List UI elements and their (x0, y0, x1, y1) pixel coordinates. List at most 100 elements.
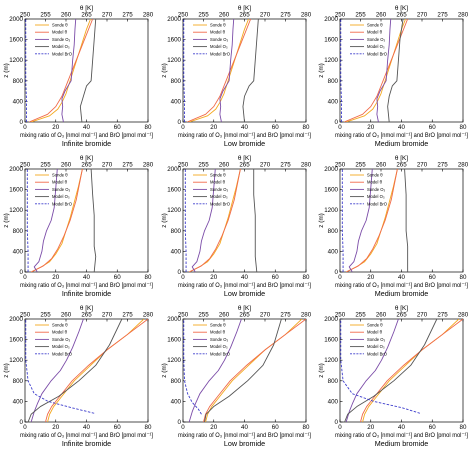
top-x-tick-label: 255 (198, 312, 209, 319)
x-tick-label: 80 (303, 274, 310, 281)
series-line-sonde-o3 (191, 169, 216, 272)
legend-label: Model BrO (210, 201, 231, 206)
series-line-model-bro (25, 19, 27, 122)
plot-frame (182, 318, 307, 423)
series-line-model-theta (45, 319, 148, 422)
y-tick-label: 400 (13, 398, 24, 405)
legend-label: Model O₃ (52, 344, 70, 349)
y-tick-label: 0 (335, 269, 339, 276)
x-tick-label: 40 (241, 274, 248, 281)
x-tick-label: 60 (429, 274, 436, 281)
top-x-tick-label: 270 (102, 162, 113, 169)
legend-label: Model θ (52, 330, 68, 335)
y-tick-label: 800 (13, 228, 24, 235)
x-tick-label: 60 (429, 424, 436, 431)
top-x-tick-label: 270 (102, 12, 113, 19)
y-tick-label: 400 (171, 248, 182, 255)
top-x-tick-label: 260 (376, 12, 387, 19)
chart-panel-3: 0 20 40 60 80 250 255 260 265 270 275 280 0 400 800 120… (318, 5, 469, 148)
top-x-tick-label: 280 (143, 162, 154, 169)
top-x-axis-label: θ [K] (80, 5, 93, 12)
x-tick-label: 80 (145, 274, 152, 281)
top-x-tick-label: 275 (280, 12, 291, 19)
chart-panel-5: 0 20 40 60 80 250 255 260 265 270 275 280 0 400 800 120… (161, 155, 312, 298)
top-x-tick-label: 275 (122, 312, 133, 319)
x-tick-label: 20 (210, 124, 217, 131)
x-tick-label: 80 (145, 124, 152, 131)
top-x-tick-label: 250 (335, 12, 346, 19)
y-tick-label: 0 (178, 269, 182, 276)
top-x-axis-label: θ [K] (395, 5, 408, 12)
y-tick-label: 1600 (167, 37, 181, 44)
legend-label: Sonde θ (52, 23, 68, 28)
x-tick-label: 80 (303, 424, 310, 431)
top-x-tick-label: 280 (301, 162, 312, 169)
legend-label: Sonde θ (210, 323, 226, 328)
panel-title: Low bromide (224, 139, 265, 148)
x-tick-label: 40 (398, 274, 405, 281)
x-tick-label: 60 (272, 274, 279, 281)
legend-label: Model θ (52, 180, 68, 185)
x-tick-label: 80 (460, 424, 467, 431)
x-tick-label: 0 (338, 124, 342, 131)
y-tick-label: 800 (13, 78, 24, 85)
x-tick-label: 0 (181, 424, 185, 431)
series-line-model-o3 (79, 19, 97, 122)
y-tick-label: 0 (20, 269, 24, 276)
legend-label: Sonde O₃ (367, 187, 386, 192)
y-tick-label: 1200 (167, 57, 181, 64)
legend-label: Model O₃ (52, 194, 70, 199)
top-x-axis-label: θ [K] (238, 5, 251, 12)
top-x-tick-label: 265 (239, 312, 250, 319)
legend-label: Model BrO (210, 351, 231, 356)
legend-label: Model BrO (210, 51, 231, 56)
x-tick-label: 0 (338, 424, 342, 431)
series-line-sonde-o3 (376, 19, 392, 122)
y-tick-label: 400 (328, 98, 339, 105)
top-x-tick-label: 250 (178, 312, 189, 319)
legend-label: Sonde O₃ (210, 187, 229, 192)
x-tick-label: 40 (241, 424, 248, 431)
top-x-tick-label: 275 (122, 162, 133, 169)
top-x-tick-label: 270 (260, 12, 271, 19)
legend-label: Model BrO (367, 201, 388, 206)
top-x-tick-label: 265 (239, 12, 250, 19)
series-line-model-o3 (27, 319, 123, 422)
y-tick-label: 0 (178, 419, 182, 426)
y-axis-label: z (m) (161, 213, 168, 228)
series-line-sonde-o3 (30, 319, 84, 422)
plot-frame (24, 18, 149, 123)
x-tick-label: 20 (367, 424, 374, 431)
y-tick-label: 1600 (324, 187, 338, 194)
legend-label: Model θ (367, 330, 383, 335)
top-x-tick-label: 280 (458, 162, 469, 169)
top-x-axis-label: θ [K] (238, 305, 251, 312)
series-line-model-theta (188, 169, 241, 272)
panel-title: Medium bromide (375, 289, 429, 298)
series-line-model-bro (184, 169, 187, 272)
y-tick-label: 400 (13, 98, 24, 105)
top-x-tick-label: 255 (40, 12, 51, 19)
y-tick-label: 0 (335, 419, 339, 426)
series-line-model-bro (183, 19, 185, 122)
top-x-axis-label: θ [K] (395, 155, 408, 162)
y-tick-label: 2000 (167, 16, 181, 23)
x-tick-label: 80 (460, 124, 467, 131)
top-x-tick-label: 280 (458, 12, 469, 19)
series-line-model-o3 (90, 169, 97, 272)
series-line-model-o3 (404, 169, 409, 272)
x-tick-label: 40 (83, 424, 90, 431)
legend-label: Model O₃ (367, 44, 385, 49)
series-line-model-theta (345, 169, 398, 272)
top-x-tick-label: 270 (417, 12, 428, 19)
x-axis-label: mixing ratio of O₃ [nmol mol⁻¹] and BrO … (178, 432, 311, 439)
top-x-tick-label: 275 (437, 12, 448, 19)
top-x-tick-label: 255 (40, 162, 51, 169)
x-tick-label: 20 (52, 124, 59, 131)
legend-label: Sonde O₃ (52, 337, 71, 342)
top-x-tick-label: 250 (178, 12, 189, 19)
x-tick-label: 60 (114, 274, 121, 281)
plot-frame (24, 168, 149, 273)
x-tick-label: 60 (272, 424, 279, 431)
x-tick-label: 60 (272, 124, 279, 131)
